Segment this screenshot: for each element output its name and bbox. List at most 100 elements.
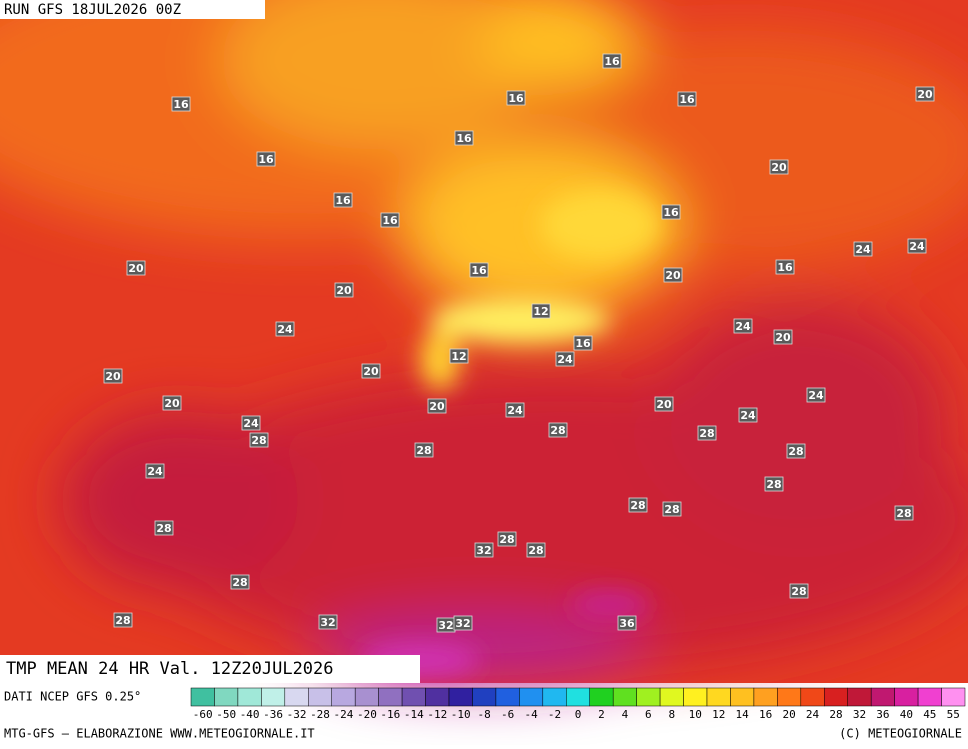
contour-label-box: [555, 351, 575, 367]
color-swatch: [237, 687, 262, 707]
legend-tick-label: 12: [712, 708, 725, 721]
contour-label-box: [531, 303, 551, 319]
legend-tick-label: -40: [240, 708, 260, 721]
contour-label-box: [361, 363, 381, 379]
contour-label-text: 20: [336, 284, 352, 297]
legend-tick-label: -36: [263, 708, 283, 721]
contour-label-box: [775, 259, 795, 275]
legend-tick-label: -10: [451, 708, 471, 721]
contour-label: 12: [449, 348, 469, 364]
contour-label: 32: [474, 542, 494, 558]
contour-label-text: 24: [808, 389, 824, 402]
contour-label-box: [162, 395, 182, 411]
contour-label-box: [474, 542, 494, 558]
contour-label-text: 28: [788, 445, 803, 458]
legend-tick-label: -50: [216, 708, 236, 721]
contour-label-box: [241, 415, 261, 431]
contour-label-box: [526, 542, 546, 558]
legend-tick-label: -4: [524, 708, 538, 721]
contour-label: 16: [661, 204, 681, 220]
contour-label-text: 28: [664, 503, 679, 516]
legend-tick-label: -20: [357, 708, 377, 721]
color-swatch: [824, 687, 848, 707]
legend-tick-label: 40: [900, 708, 913, 721]
contour-label: 20: [103, 368, 123, 384]
contour-label-box: [915, 86, 935, 102]
legend-tick-label: 8: [669, 708, 676, 721]
contour-label-text: 20: [656, 398, 672, 411]
contour-label-text: 24: [243, 417, 259, 430]
contour-label: 32: [318, 614, 338, 630]
contour-label-text: 28: [499, 533, 514, 546]
contour-label: 20: [162, 395, 182, 411]
contour-label-box: [506, 90, 526, 106]
contour-label-text: 12: [451, 350, 466, 363]
contour-label: 20: [334, 282, 354, 298]
color-swatch: [542, 687, 567, 707]
contour-label-text: 24: [740, 409, 756, 422]
contour-label-text: 28: [115, 614, 130, 627]
color-swatch: [870, 687, 895, 707]
contour-label-text: 36: [619, 617, 635, 630]
contour-label: 28: [628, 497, 648, 513]
color-swatch: [753, 687, 778, 707]
title-box: [0, 655, 420, 683]
contour-label-box: [602, 53, 622, 69]
contour-label-text: 20: [771, 161, 787, 174]
contour-label-text: 16: [575, 337, 591, 350]
color-swatch: [917, 687, 942, 707]
contour-label: 16: [469, 262, 489, 278]
contour-label-text: 24: [909, 240, 925, 253]
contour-label: 16: [333, 192, 353, 208]
legend-tick-label: -28: [310, 708, 330, 721]
contour-label-text: 28: [896, 507, 911, 520]
contour-label: 24: [145, 463, 165, 479]
legend-tick-label: 45: [923, 708, 936, 721]
contour-label-box: [171, 96, 191, 112]
contour-label: 24: [505, 402, 525, 418]
contour-label-box: [573, 335, 593, 351]
legend-tick-label: 0: [575, 708, 582, 721]
contour-label-text: 28: [630, 499, 645, 512]
contour-label: 24: [733, 318, 753, 334]
color-swatch: [308, 687, 332, 707]
contour-label-text: 24: [855, 243, 871, 256]
contour-label: 24: [241, 415, 261, 431]
contour-label-box: [454, 130, 474, 146]
color-swatch: [472, 687, 497, 707]
contour-label: 28: [662, 501, 682, 517]
contour-label-text: 20: [665, 269, 681, 282]
contour-label-box: [789, 583, 809, 599]
color-swatch: [190, 687, 215, 707]
contour-label-text: 16: [604, 55, 620, 68]
contour-label-text: 28: [232, 576, 247, 589]
contour-label-box: [453, 615, 473, 631]
contour-label-text: 16: [456, 132, 472, 145]
contour-label: 20: [663, 267, 683, 283]
color-swatch: [354, 687, 379, 707]
color-swatch: [894, 687, 919, 707]
contour-label-box: [414, 442, 434, 458]
contour-label-box: [230, 574, 250, 590]
contour-label: 28: [894, 505, 914, 521]
contour-label-text: 16: [663, 206, 679, 219]
legend-tick-label: 32: [853, 708, 866, 721]
contour-label-text: 28: [550, 424, 565, 437]
contour-label-box: [333, 192, 353, 208]
contour-label: 16: [380, 212, 400, 228]
contour-label-box: [907, 238, 927, 254]
legend-tick-label: -24: [334, 708, 354, 721]
contour-label-box: [154, 520, 174, 536]
contour-label-box: [764, 476, 784, 492]
contour-label-text: 16: [777, 261, 793, 274]
contour-label: 20: [427, 398, 447, 414]
color-swatch: [401, 687, 426, 707]
color-swatch: [941, 687, 966, 707]
contour-label: 20: [769, 159, 789, 175]
contour-label: 16: [506, 90, 526, 106]
contour-label-text: 32: [320, 616, 335, 629]
run-label: RUN GFS 18JUL2026 00Z: [4, 2, 181, 18]
legend-tick-label: 10: [689, 708, 702, 721]
contour-label: 24: [555, 351, 575, 367]
